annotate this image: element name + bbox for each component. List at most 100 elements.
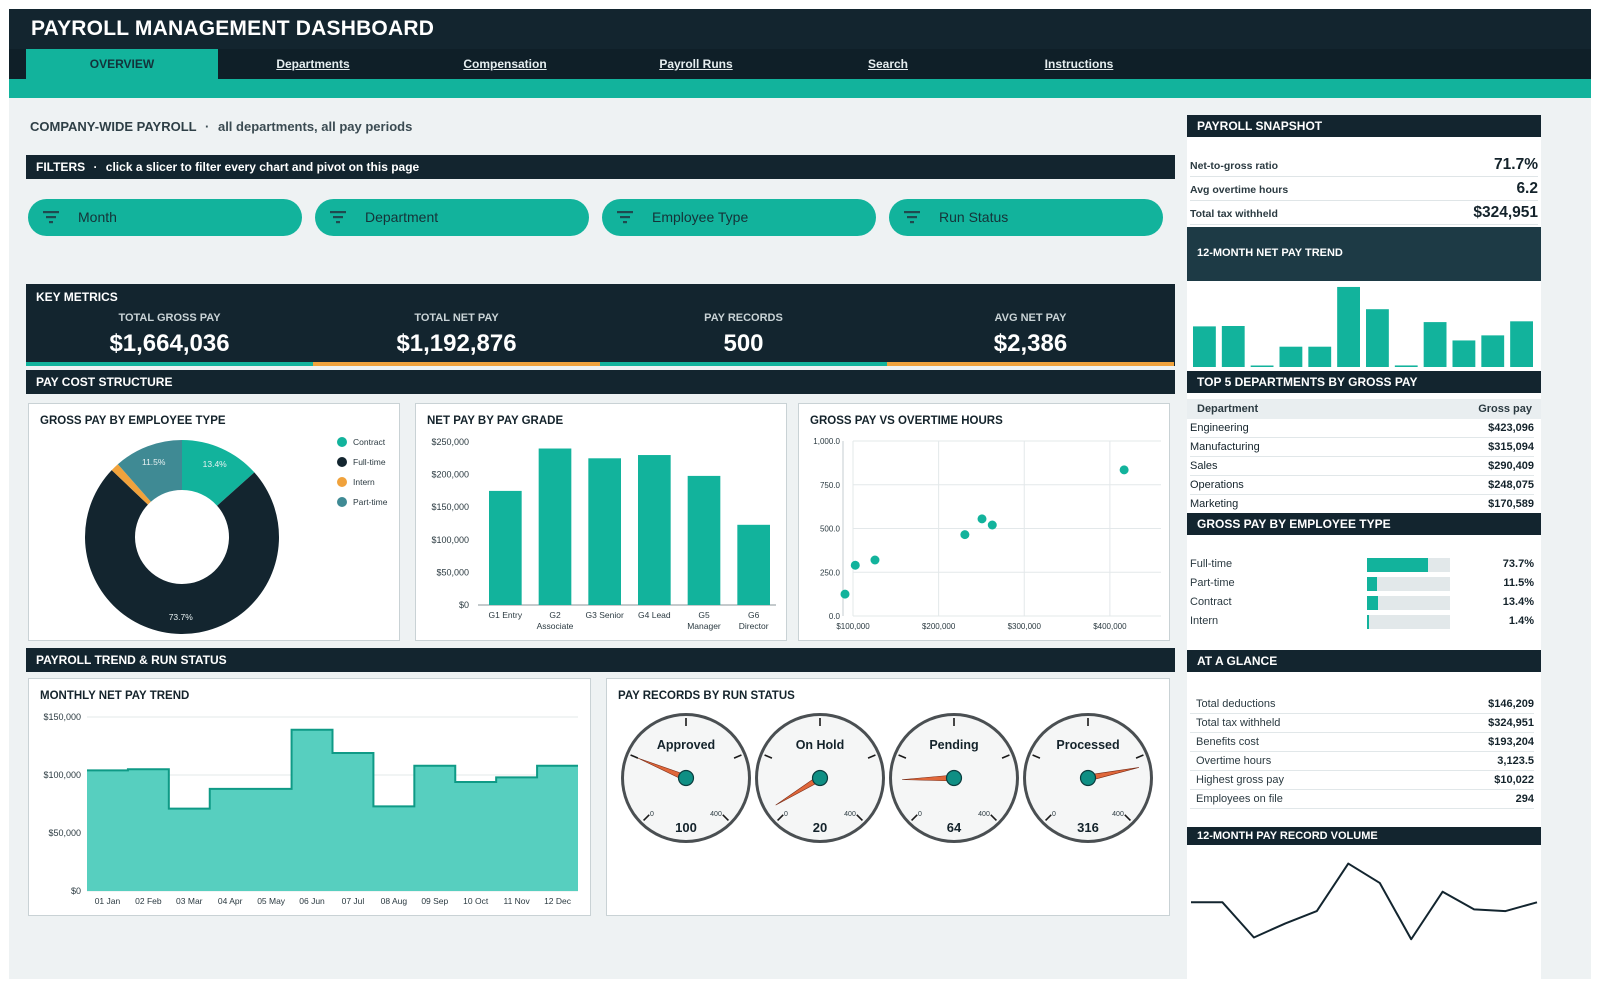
bar-ytick-label: $50,000	[436, 567, 469, 577]
metric-label: TOTAL NET PAY	[414, 312, 499, 324]
metric-accent-bar	[26, 362, 313, 366]
slicer-run-status[interactable]: Run Status	[889, 199, 1163, 236]
dashboard-frame: PAYROLL MANAGEMENT DASHBOARD OVERVIEW De…	[9, 9, 1591, 979]
scatter-xtick-label: $200,000	[922, 622, 956, 631]
bar-ytick-label: $200,000	[431, 470, 469, 480]
metric-label: AVG NET PAY	[994, 312, 1067, 324]
filter-icon	[43, 211, 59, 224]
employee-type-title: GROSS PAY BY EMPLOYEE TYPE	[1187, 513, 1541, 535]
filter-line	[46, 216, 56, 219]
slicer-month[interactable]: Month	[28, 199, 302, 236]
slicer-employee-type[interactable]: Employee Type	[602, 199, 876, 236]
spark-line	[1191, 862, 1538, 941]
metric-accent-bar	[313, 362, 600, 366]
tab-departments[interactable]: Departments	[276, 57, 350, 71]
gauge-name: Processed	[1056, 738, 1119, 752]
department-row: Marketing $170,589	[1190, 495, 1534, 514]
bar-3	[638, 455, 671, 605]
area-xtick-label: 06 Jun	[299, 896, 325, 906]
tab-overview[interactable]: OVERVIEW	[26, 49, 218, 79]
employee-type-bar-track	[1367, 577, 1450, 591]
glance-row: Total deductions $146,209	[1190, 695, 1534, 714]
title-bar: PAYROLL MANAGEMENT DASHBOARD	[9, 9, 1591, 49]
filter-icon	[617, 211, 633, 224]
gauge-pending: 0 400 Pending 64	[889, 713, 1019, 843]
employee-type-bar-fill	[1367, 615, 1369, 629]
donut-slice-contract	[182, 440, 255, 506]
gauge-tick	[856, 814, 863, 821]
glance-label: Total deductions	[1196, 698, 1276, 710]
glance-label: Highest gross pay	[1196, 774, 1285, 786]
slicer-department[interactable]: Department	[315, 199, 589, 236]
area-line	[87, 728, 578, 810]
snapshot-row: Total tax withheld $324,951	[1190, 202, 1538, 225]
tab-search[interactable]: Search	[867, 57, 909, 71]
page-subtitle-separator: ·	[205, 119, 210, 134]
legend-swatch-contract	[337, 437, 347, 447]
employee-type-name: Full-time	[1190, 558, 1233, 570]
area-xtick-label: 07 Jul	[342, 896, 365, 906]
donut-title: GROSS PAY BY EMPLOYEE TYPE	[40, 415, 226, 427]
bar-ytick-label: $250,000	[431, 437, 469, 447]
monthly-net-pay-area-chart: $0 $50,000 $100,000 $150,000 01 Jan 02 Feb 03 …	[43, 712, 578, 906]
employee-type-name: Part-time	[1190, 577, 1235, 589]
bar-4	[687, 475, 721, 605]
glance-row: Employees on file 294	[1190, 790, 1534, 809]
area-xtick-label: 10 Oct	[463, 896, 489, 906]
snapshot-label: Net-to-gross ratio	[1190, 160, 1279, 172]
filter-line	[617, 211, 633, 214]
department-gross-pay: $290,409	[1488, 460, 1534, 472]
employee-type-bar-track	[1367, 615, 1450, 629]
trend-status-bar: PAYROLL TREND & RUN STATUS	[26, 648, 1175, 672]
employee-type-name: Contract	[1190, 596, 1232, 608]
gauge-tick	[777, 814, 784, 821]
department-row: Operations $248,075	[1190, 476, 1534, 495]
gauge-name: Approved	[657, 738, 715, 752]
donut-chart: 13.4% 73.7% 11.5% Contract Full-time Intern Pa…	[84, 437, 388, 634]
col-department: Department	[1197, 403, 1259, 415]
filters-bar: FILTERS · click a slicer to filter every…	[26, 155, 1175, 179]
bar-ytick-label: $100,000	[431, 535, 469, 545]
accent-strip	[9, 79, 1591, 98]
tab-compensation[interactable]: Compensation	[463, 57, 547, 71]
department-gross-pay: $423,096	[1488, 422, 1534, 434]
employee-type-bar-track	[1367, 596, 1450, 610]
gauge-value: 20	[813, 820, 827, 835]
filter-line	[336, 221, 340, 224]
filter-line	[43, 211, 59, 214]
metric-value: 500	[723, 330, 764, 357]
key-metrics-title: KEY METRICS	[36, 290, 118, 304]
filter-line	[904, 211, 920, 214]
gauge-hub	[1079, 769, 1097, 787]
gauge-min-label: 0	[1052, 811, 1056, 818]
gauge-tick	[1032, 754, 1041, 759]
employee-type-row: Part-time 11.5%	[1190, 574, 1534, 593]
employee-type-value: 13.4%	[1502, 596, 1534, 608]
scatter-point-3	[960, 530, 970, 540]
area-xtick-label: 05 May	[257, 896, 286, 906]
department-name: Manufacturing	[1190, 441, 1260, 453]
glance-value: $324,951	[1488, 717, 1534, 729]
tab-payroll-runs[interactable]: Payroll Runs	[659, 57, 733, 71]
gauge-max-label: 400	[844, 811, 856, 818]
gauge-name: Pending	[929, 738, 978, 752]
bar-category-label: Associate	[537, 621, 574, 631]
scatter-ytick-label: 0.0	[829, 612, 841, 621]
legend-swatch-intern	[337, 477, 347, 487]
gauge-max-label: 400	[978, 811, 990, 818]
snapshot-value: 71.7%	[1494, 156, 1538, 173]
gauge-approved: 0 400 Approved 100	[621, 713, 751, 843]
bar-card: NET PAY BY PAY GRADE $0 $50,000 $100,000 $1…	[415, 403, 787, 641]
glance-value: $146,209	[1488, 698, 1534, 710]
tab-instructions[interactable]: Instructions	[1044, 57, 1114, 71]
donut-slice-full-time	[84, 470, 279, 634]
department-name: Sales	[1190, 460, 1218, 472]
gauge-tick	[1001, 754, 1010, 759]
area-card: MONTHLY NET PAY TREND $0 $50,000 $100,000 $…	[28, 678, 591, 916]
gauge-hub	[945, 769, 963, 787]
filter-line	[333, 216, 343, 219]
snapshot-label: Total tax withheld	[1190, 208, 1278, 220]
area-ytick-label: $100,000	[43, 770, 81, 780]
scatter-ytick-label: 750.0	[820, 481, 841, 490]
tab-bar: OVERVIEW Departments Compensation Payrol…	[9, 49, 1591, 79]
